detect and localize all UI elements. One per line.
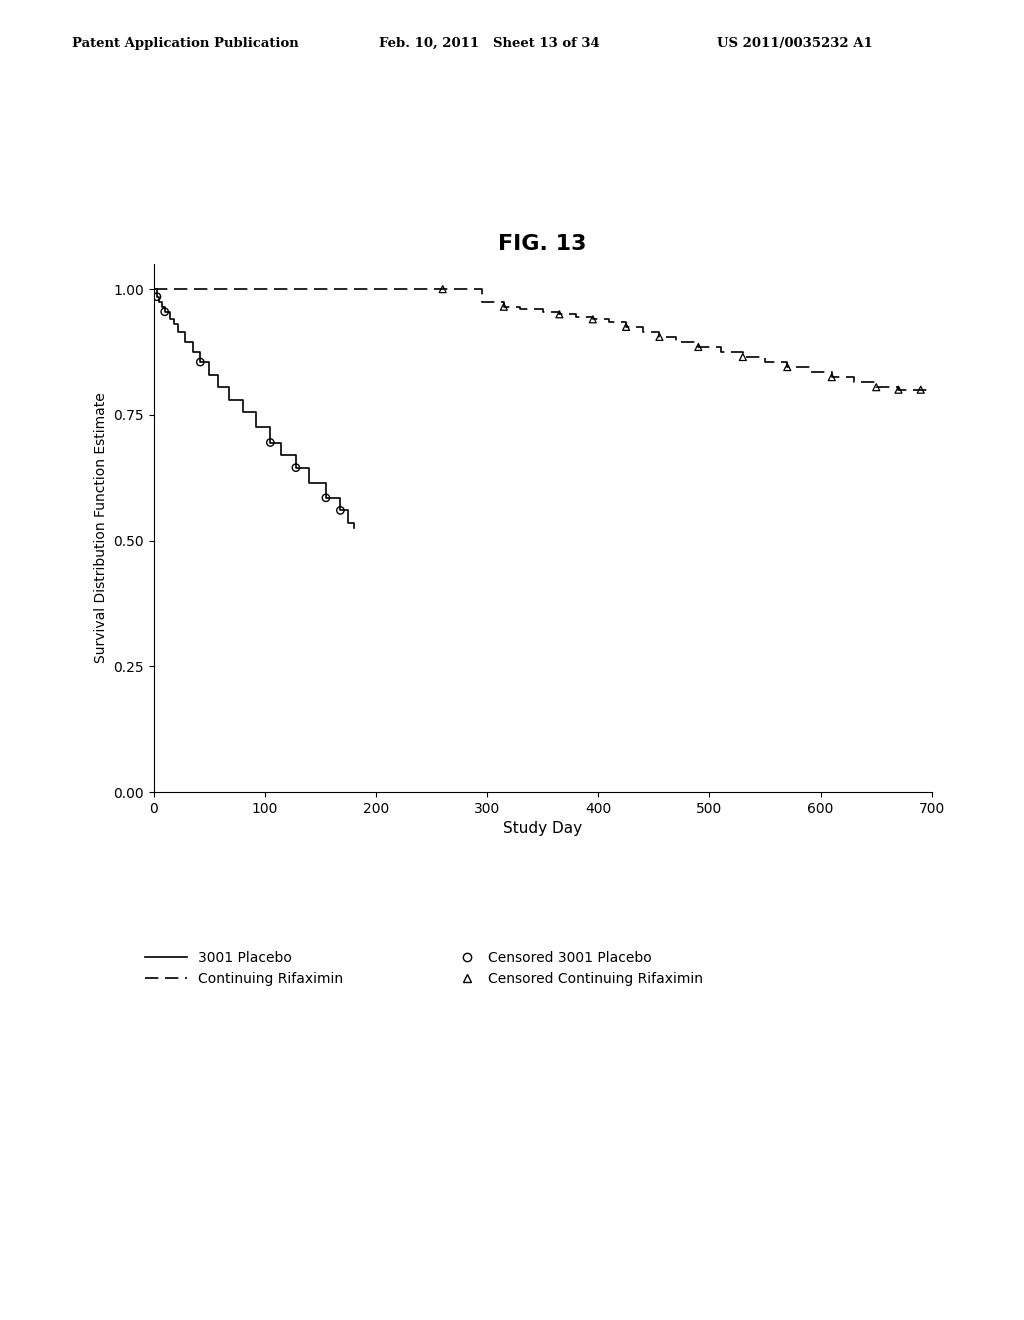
Point	[779, 356, 796, 378]
Point	[551, 304, 567, 325]
Point	[868, 376, 885, 397]
Point	[734, 346, 751, 367]
Point	[651, 326, 668, 347]
Legend: Censored 3001 Placebo, Censored Continuing Rifaximin: Censored 3001 Placebo, Censored Continui…	[457, 950, 703, 986]
Y-axis label: Survival Distribution Function Estimate: Survival Distribution Function Estimate	[93, 392, 108, 664]
Title: FIG. 13: FIG. 13	[499, 234, 587, 255]
Point	[288, 457, 304, 478]
Point	[585, 309, 601, 330]
Point	[434, 279, 451, 300]
Text: Patent Application Publication: Patent Application Publication	[72, 37, 298, 50]
Point	[332, 500, 348, 521]
Point	[496, 296, 512, 317]
Point	[890, 379, 906, 400]
Point	[317, 487, 334, 508]
Text: Feb. 10, 2011   Sheet 13 of 34: Feb. 10, 2011 Sheet 13 of 34	[379, 37, 600, 50]
Text: US 2011/0035232 A1: US 2011/0035232 A1	[717, 37, 872, 50]
Point	[148, 286, 165, 308]
Point	[823, 367, 840, 388]
Point	[157, 301, 173, 322]
Point	[912, 379, 929, 400]
Point	[193, 351, 209, 372]
Point	[617, 317, 634, 338]
X-axis label: Study Day: Study Day	[503, 821, 583, 837]
Point	[690, 337, 707, 358]
Point	[262, 432, 279, 453]
